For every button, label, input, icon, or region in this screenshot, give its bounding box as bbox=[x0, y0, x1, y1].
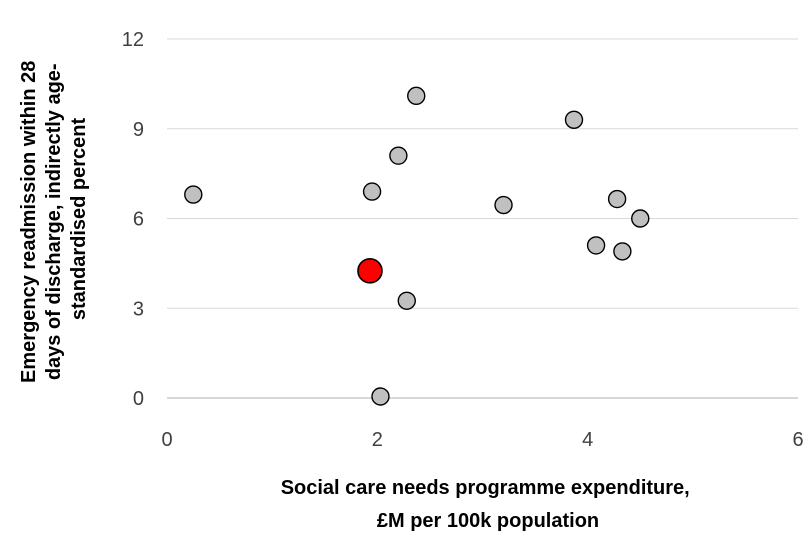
data-point bbox=[371, 387, 390, 406]
data-point bbox=[362, 182, 382, 201]
data-point bbox=[407, 86, 426, 106]
x-tick-label: 6 bbox=[792, 429, 803, 451]
x-tick-label: 0 bbox=[161, 429, 172, 451]
y-axis-title: Emergency readmission within 28 days of … bbox=[18, 55, 90, 383]
data-point bbox=[607, 189, 627, 209]
y-tick-label: 0 bbox=[133, 388, 144, 410]
y-axis-title-line-2: days of discharge, indirectly age- bbox=[43, 63, 65, 380]
y-axis-title-line-1: Emergency readmission within 28 bbox=[18, 61, 40, 383]
data-point bbox=[613, 242, 632, 261]
x-tick-label: 4 bbox=[582, 429, 593, 451]
data-point bbox=[564, 110, 584, 129]
data-point bbox=[184, 185, 203, 204]
data-point bbox=[631, 209, 650, 228]
x-axis-title: Social care needs programme expenditure,… bbox=[281, 477, 696, 532]
y-tick-labels: 0 3 6 9 12 bbox=[122, 29, 144, 410]
y-tick-label: 3 bbox=[133, 298, 144, 320]
x-axis-title-line-1: Social care needs programme expenditure, bbox=[281, 477, 690, 499]
x-axis-title-line-2: £M per 100k population bbox=[377, 510, 599, 532]
y-axis-title-line-3: standardised percent bbox=[68, 118, 90, 321]
highlight-data-point bbox=[357, 258, 383, 284]
data-point bbox=[494, 195, 513, 215]
gridlines bbox=[167, 38, 798, 399]
y-tick-label: 9 bbox=[133, 119, 144, 141]
data-point bbox=[586, 236, 606, 255]
x-tick-labels: 0 2 4 6 bbox=[161, 429, 803, 451]
data-point bbox=[389, 146, 408, 165]
data-point bbox=[397, 291, 416, 310]
y-tick-label: 6 bbox=[133, 209, 144, 231]
y-tick-label: 12 bbox=[122, 29, 144, 51]
x-tick-label: 2 bbox=[372, 429, 383, 451]
data-points bbox=[184, 86, 650, 406]
